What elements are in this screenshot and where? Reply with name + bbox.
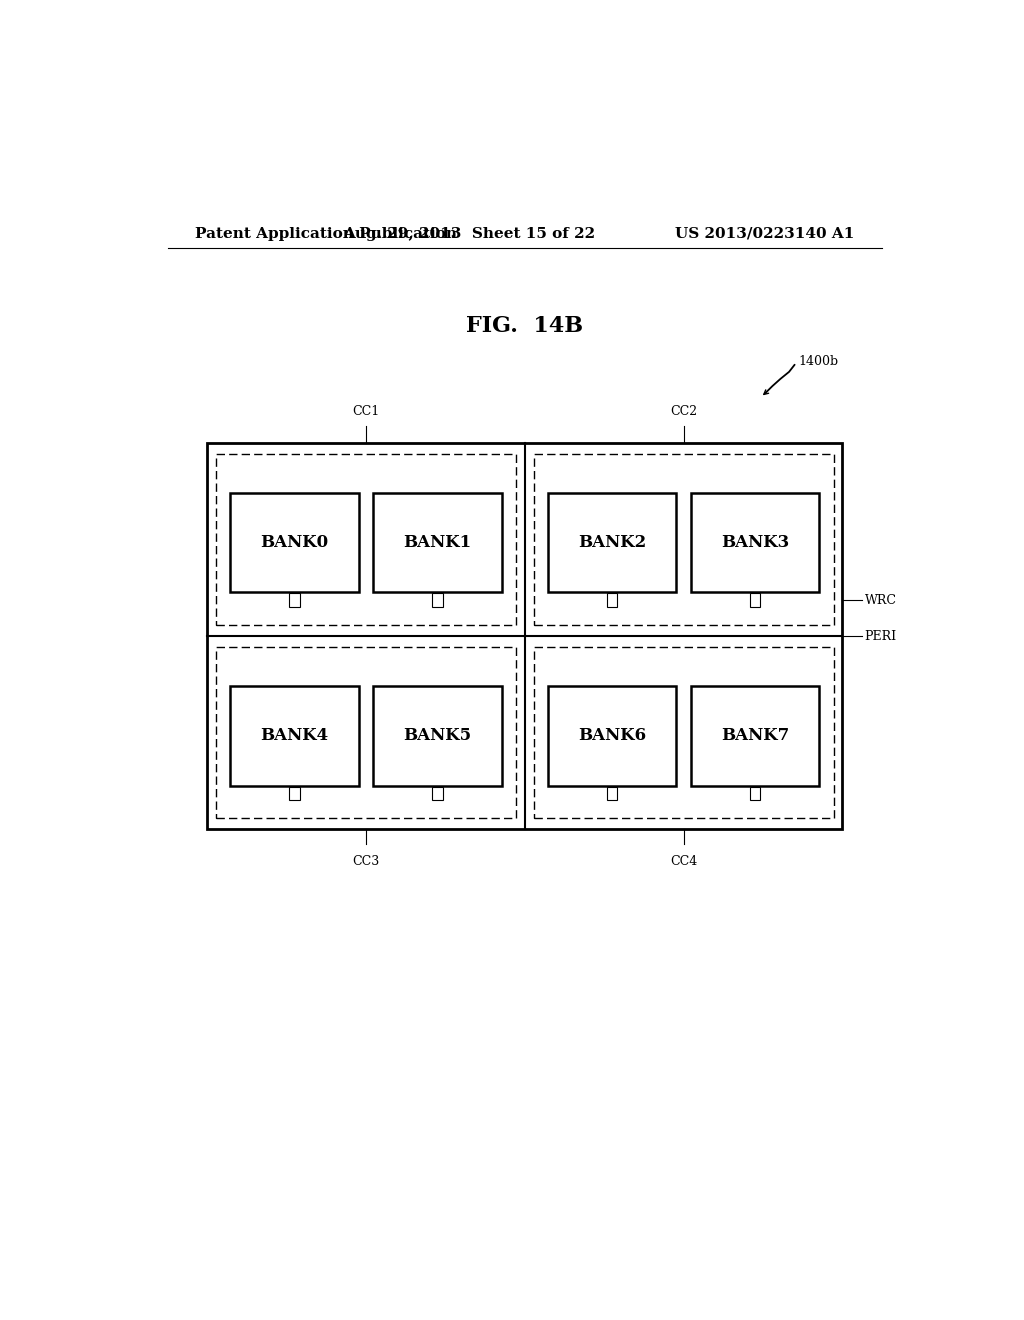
Bar [607,787,617,800]
Bar [750,594,760,607]
Text: US 2013/0223140 A1: US 2013/0223140 A1 [675,227,854,240]
Bar [750,787,760,800]
Bar [290,594,300,607]
Bar [548,686,677,785]
Bar [216,454,516,624]
Bar [534,454,834,624]
Bar [607,594,617,607]
Bar [432,594,442,607]
Bar [690,686,819,785]
Bar [216,647,516,818]
Text: 1400b: 1400b [799,355,839,368]
Bar [534,647,834,818]
Text: BANK5: BANK5 [403,727,472,744]
Text: BANK3: BANK3 [721,535,790,550]
Bar [690,492,819,593]
Bar [548,492,677,593]
Bar [230,686,359,785]
Text: WRC: WRC [864,594,896,606]
Text: Aug. 29, 2013  Sheet 15 of 22: Aug. 29, 2013 Sheet 15 of 22 [343,227,595,240]
Text: BANK0: BANK0 [260,535,329,550]
Text: CC1: CC1 [352,405,380,417]
Bar [373,686,502,785]
Text: CC3: CC3 [352,854,380,867]
Bar [432,787,442,800]
Text: PERI: PERI [864,630,897,643]
Text: CC2: CC2 [670,405,697,417]
Text: Patent Application Publication: Patent Application Publication [196,227,458,240]
Text: BANK4: BANK4 [260,727,329,744]
Text: BANK6: BANK6 [578,727,646,744]
Text: BANK1: BANK1 [403,535,472,550]
Bar [290,787,300,800]
Text: BANK7: BANK7 [721,727,790,744]
Text: BANK2: BANK2 [578,535,646,550]
Text: CC4: CC4 [670,854,697,867]
Bar [207,444,843,829]
Bar [373,492,502,593]
Bar [230,492,359,593]
Text: FIG.  14B: FIG. 14B [466,315,584,337]
